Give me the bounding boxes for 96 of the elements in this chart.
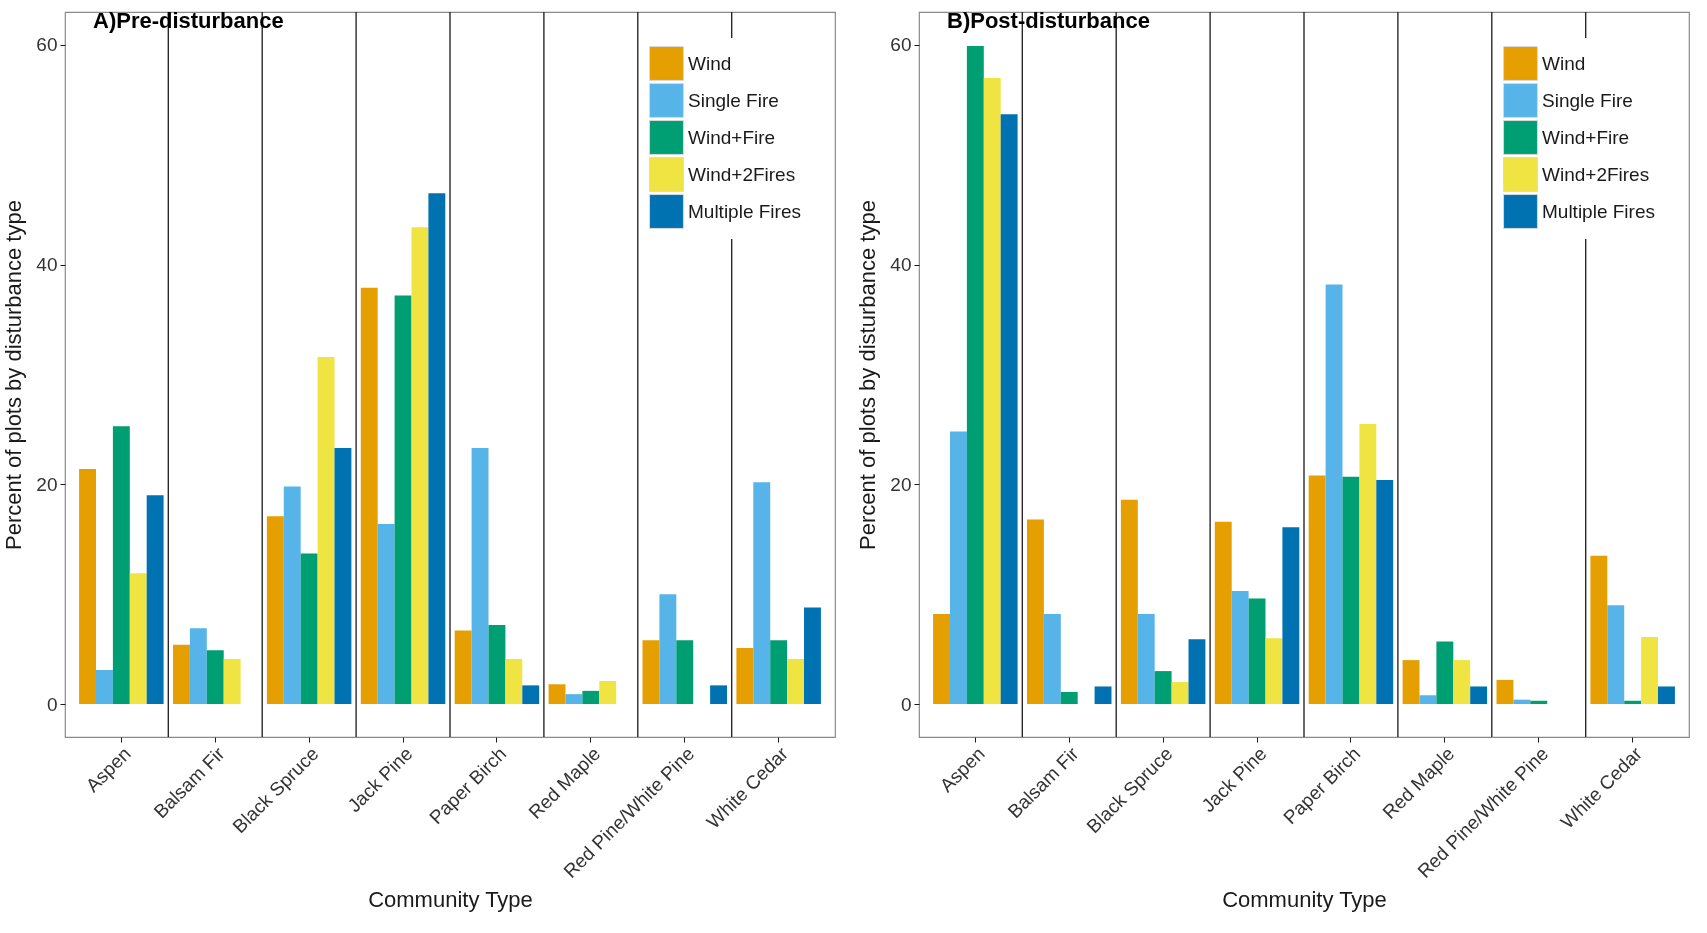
bar [548, 684, 566, 705]
bar [454, 630, 472, 705]
bar [206, 650, 224, 705]
bar [129, 573, 147, 705]
bar [676, 640, 694, 705]
x-axis-title: Community Type [1222, 886, 1387, 912]
bar [377, 523, 395, 705]
bar [1376, 479, 1394, 705]
bar [1496, 679, 1514, 705]
legend-label: Single Fire [1542, 89, 1633, 111]
bar [360, 287, 378, 705]
bar [1530, 700, 1548, 705]
bar [1470, 686, 1488, 705]
bar [283, 486, 301, 705]
bar [505, 659, 523, 705]
bar [1043, 613, 1061, 705]
bar [1231, 590, 1249, 705]
bar [1026, 519, 1044, 705]
bar [1590, 555, 1608, 705]
bar [172, 644, 190, 705]
bar [300, 553, 318, 705]
y-tick-label: 20 [36, 473, 58, 495]
bar [223, 659, 241, 705]
y-tick-label: 0 [900, 693, 912, 715]
bar [1248, 598, 1266, 705]
bar [112, 426, 130, 705]
bar [1120, 499, 1138, 705]
bar [966, 46, 984, 705]
y-axis-title: Percent of plots by disturbance type [1, 200, 27, 550]
y-tick-label: 40 [890, 254, 912, 276]
bar [642, 640, 660, 705]
legend-label: Multiple Fires [688, 200, 801, 222]
bar [1342, 476, 1360, 705]
bar [1214, 521, 1232, 705]
bar [428, 193, 446, 705]
bar [1607, 605, 1625, 705]
y-tick-label: 0 [46, 693, 58, 715]
bar [1453, 660, 1471, 705]
bar [1171, 682, 1189, 705]
bar [266, 516, 284, 705]
y-tick-label: 40 [36, 254, 58, 276]
bar [933, 613, 950, 705]
y-tick-label: 60 [890, 34, 912, 56]
bar [804, 607, 821, 705]
bar [565, 694, 583, 705]
y-axis-title: Percent of plots by disturbance type [855, 200, 881, 550]
bar [1624, 700, 1642, 705]
bar [753, 482, 771, 705]
bar [1359, 423, 1377, 705]
bar [522, 685, 540, 705]
bar [1265, 638, 1283, 705]
bar [1137, 613, 1155, 705]
legend-label: Wind+2Fires [1542, 163, 1650, 185]
bar [317, 356, 335, 705]
bar [1402, 660, 1420, 705]
bar [983, 77, 1001, 705]
bar [582, 690, 600, 705]
bar [95, 669, 113, 705]
legend-label: Wind [688, 52, 732, 74]
bar [599, 680, 617, 705]
x-axis-title: Community Type [368, 886, 533, 912]
bar [1188, 639, 1206, 705]
legend-label: Multiple Fires [1542, 200, 1655, 222]
y-tick-label: 60 [36, 34, 58, 56]
bar [1513, 699, 1531, 705]
legend-label: Wind+Fire [688, 126, 776, 148]
bar [770, 640, 788, 705]
bar [659, 594, 677, 705]
bar [1419, 695, 1437, 705]
bar [394, 295, 412, 705]
bar [736, 648, 754, 705]
bar [1154, 671, 1172, 705]
legend-label: Single Fire [688, 89, 779, 111]
bar [471, 448, 489, 705]
y-tick-label: 20 [890, 473, 912, 495]
legend-label: Wind+Fire [1542, 126, 1630, 148]
bar [488, 624, 506, 705]
bar [146, 495, 164, 705]
bar [949, 431, 967, 705]
legend-label: Wind [1542, 52, 1586, 74]
bar [1094, 686, 1112, 705]
bar [1060, 691, 1078, 705]
bar [1308, 475, 1326, 705]
bar [79, 468, 96, 705]
legend-label: Wind+2Fires [688, 163, 796, 185]
bar [411, 227, 429, 705]
bar [1436, 641, 1454, 705]
bar [189, 628, 207, 705]
bar [787, 659, 805, 705]
bar [334, 448, 352, 705]
bar [1658, 686, 1675, 705]
bar [1282, 527, 1300, 705]
bar [1325, 284, 1343, 705]
bar [710, 685, 728, 705]
bar [1641, 637, 1659, 705]
bar [1000, 114, 1018, 705]
